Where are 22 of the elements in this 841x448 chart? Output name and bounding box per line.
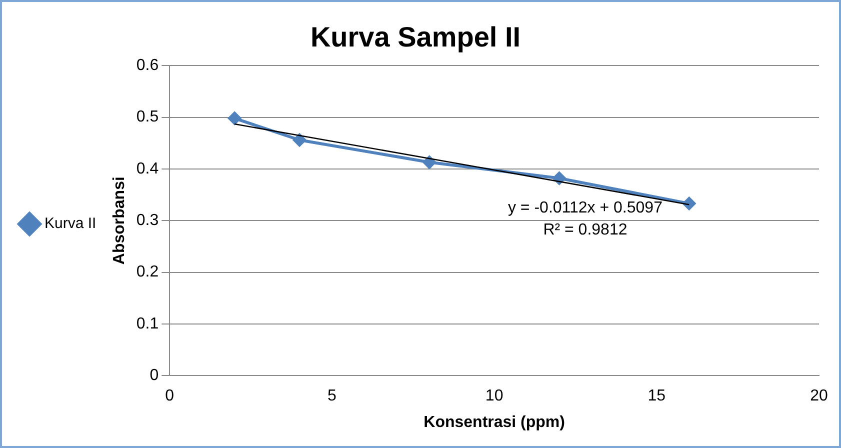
x-tick-label: 10 <box>485 388 504 405</box>
y-tick-label: 0.1 <box>136 315 159 332</box>
x-tick-label: 0 <box>165 388 174 405</box>
x-tick-label: 5 <box>328 388 337 405</box>
annotation: R² = 0.9812 <box>543 221 628 238</box>
y-tick-label: 0.2 <box>136 264 159 281</box>
x-tick-label: 20 <box>810 388 828 405</box>
x-axis-title: Konsentrasi (ppm) <box>424 414 565 431</box>
y-tick-label: 0.6 <box>136 57 159 74</box>
point <box>293 134 306 146</box>
legend-label: Kurva II <box>44 215 96 232</box>
chart-title: Kurva Sampel II <box>310 22 521 53</box>
point <box>228 112 242 125</box>
y-axis-title: Absorbansi <box>111 176 128 265</box>
point <box>422 156 436 169</box>
x-tick-label: 15 <box>648 388 666 405</box>
y-tick-label: 0.3 <box>136 212 159 230</box>
annotation: y = -0.0112x + 0.5097 <box>508 200 663 217</box>
y-tick-label: 0.5 <box>136 108 159 126</box>
y-tick-label: 0 <box>150 367 159 384</box>
point <box>552 172 566 185</box>
y-tick-label: 0.4 <box>136 160 159 178</box>
